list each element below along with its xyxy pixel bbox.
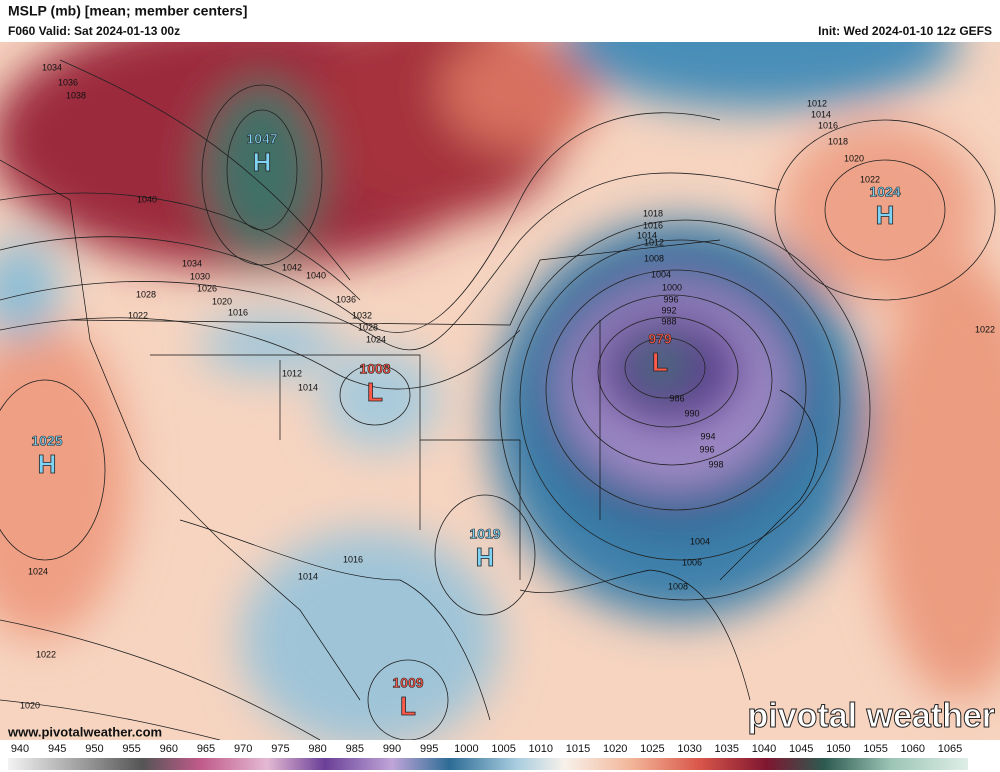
isobar-label: 996	[699, 444, 714, 454]
isobar-label: 1020	[844, 153, 864, 163]
colorbar-tick-label: 985	[346, 743, 364, 755]
borders	[0, 159, 818, 721]
center-value: 1019	[469, 526, 500, 542]
colorbar-tick-label: 990	[383, 743, 401, 755]
colorbar-tick-label: 1020	[603, 743, 627, 755]
isobar-label: 1014	[298, 382, 318, 392]
isobar-label: 1020	[212, 296, 232, 306]
isobar-label: 1022	[36, 649, 56, 659]
colorbar-tick-label: 1010	[529, 743, 553, 755]
isobar-label: 1030	[190, 271, 210, 281]
colorbar-tick-label: 1000	[454, 743, 478, 755]
colorbar-tick-label: 965	[197, 743, 215, 755]
isobar-label: 1034	[182, 258, 202, 268]
center-letter: H	[476, 542, 495, 572]
isobar-label: 1040	[137, 194, 157, 204]
isobar-label: 1014	[811, 109, 831, 119]
center-value: 1009	[392, 675, 423, 691]
title: MSLP (mb) [mean; member centers]	[8, 3, 247, 19]
isobar-label: 990	[684, 408, 699, 418]
colorbar-tick-label: 1040	[752, 743, 776, 755]
isobar-label: 1022	[975, 324, 995, 334]
isobars	[0, 59, 996, 740]
isobar-label: 986	[669, 393, 684, 403]
isobar-label: 1028	[358, 322, 378, 332]
logo: pivotal weather	[747, 697, 995, 735]
colorbar-tick-label: 1055	[863, 743, 887, 755]
colorbar-tick-label: 940	[11, 743, 29, 755]
center-value: 1008	[359, 361, 390, 377]
isobar-label: 992	[661, 305, 676, 315]
colorbar-tick-label: 955	[122, 743, 140, 755]
isobar-label: 1034	[42, 62, 62, 72]
isobar-label: 998	[708, 459, 723, 469]
colorbar-tick-label: 995	[420, 743, 438, 755]
isobar-label: 988	[661, 316, 676, 326]
colorbar-tick-label: 960	[160, 743, 178, 755]
website: www.pivotalweather.com	[7, 724, 162, 739]
isobar-label: 994	[700, 431, 715, 441]
colorbar-tick-label: 975	[271, 743, 289, 755]
center-value: 1047	[246, 131, 277, 147]
center-letter: L	[652, 347, 668, 377]
isobar-label: 1008	[668, 581, 688, 591]
isobar-label: 1020	[20, 700, 40, 710]
colorbar	[8, 758, 968, 770]
isobar-label: 1022	[128, 310, 148, 320]
center-value: 1024	[869, 184, 900, 200]
colorbar-tick-label: 1050	[826, 743, 850, 755]
isobar-label: 1006	[682, 557, 702, 567]
isobar-label: 1016	[228, 307, 248, 317]
isobar-label: 1014	[298, 571, 318, 581]
isobar-label: 1016	[343, 554, 363, 564]
init-time: Init: Wed 2024-01-10 12z GEFS	[818, 24, 992, 38]
colorbar-tick-label: 950	[85, 743, 103, 755]
center-value: 979	[648, 331, 672, 347]
valid-time: F060 Valid: Sat 2024-01-13 00z	[8, 24, 180, 38]
isobar-label: 1040	[306, 270, 326, 280]
center-letter: L	[367, 377, 383, 407]
map	[0, 42, 1000, 740]
isobar-label: 1018	[828, 136, 848, 146]
center-letter: H	[38, 449, 57, 479]
colorbar-tick-label: 1045	[789, 743, 813, 755]
isobar-label: 1004	[690, 536, 710, 546]
center-letter: H	[253, 147, 272, 177]
isobar-label: 1024	[366, 334, 386, 344]
isobar-label: 1004	[651, 269, 671, 279]
isobar-label: 1018	[643, 208, 663, 218]
colorbar-tick-label: 970	[234, 743, 252, 755]
colorbar-tick-label: 1025	[640, 743, 664, 755]
isobar-label: 1000	[662, 282, 682, 292]
isobar-label: 1008	[644, 253, 664, 263]
colorbar-tick-label: 980	[308, 743, 326, 755]
isobar-label: 1028	[136, 289, 156, 299]
isobar-label: 1036	[58, 77, 78, 87]
colorbar-tick-label: 1060	[901, 743, 925, 755]
isobar-label: 1038	[66, 90, 86, 100]
isobar-label: 1016	[818, 120, 838, 130]
center-value: 1025	[31, 433, 62, 449]
isobar-label: 1014	[637, 230, 657, 240]
isobar-label: 996	[663, 294, 678, 304]
colorbar-tick-label: 945	[48, 743, 66, 755]
isobar-label: 1012	[807, 98, 827, 108]
colorbar-tick-label: 1065	[938, 743, 962, 755]
colorbar-tick-label: 1035	[715, 743, 739, 755]
isobar-label: 1042	[282, 262, 302, 272]
isobar-label: 1012	[282, 368, 302, 378]
colorbar-tick-label: 1005	[491, 743, 515, 755]
isobar-label: 1032	[352, 310, 372, 320]
isobar-label: 1012	[644, 237, 664, 247]
isobar-label: 1022	[860, 174, 880, 184]
isobar-label: 1036	[336, 294, 356, 304]
isobar-label: 1024	[28, 566, 48, 576]
center-letter: L	[400, 691, 416, 721]
center-letter: H	[876, 200, 895, 230]
colorbar-tick-label: 1015	[566, 743, 590, 755]
colorbar-tick-label: 1030	[677, 743, 701, 755]
isobar-label: 1026	[197, 283, 217, 293]
isobar-label: 1016	[643, 220, 663, 230]
